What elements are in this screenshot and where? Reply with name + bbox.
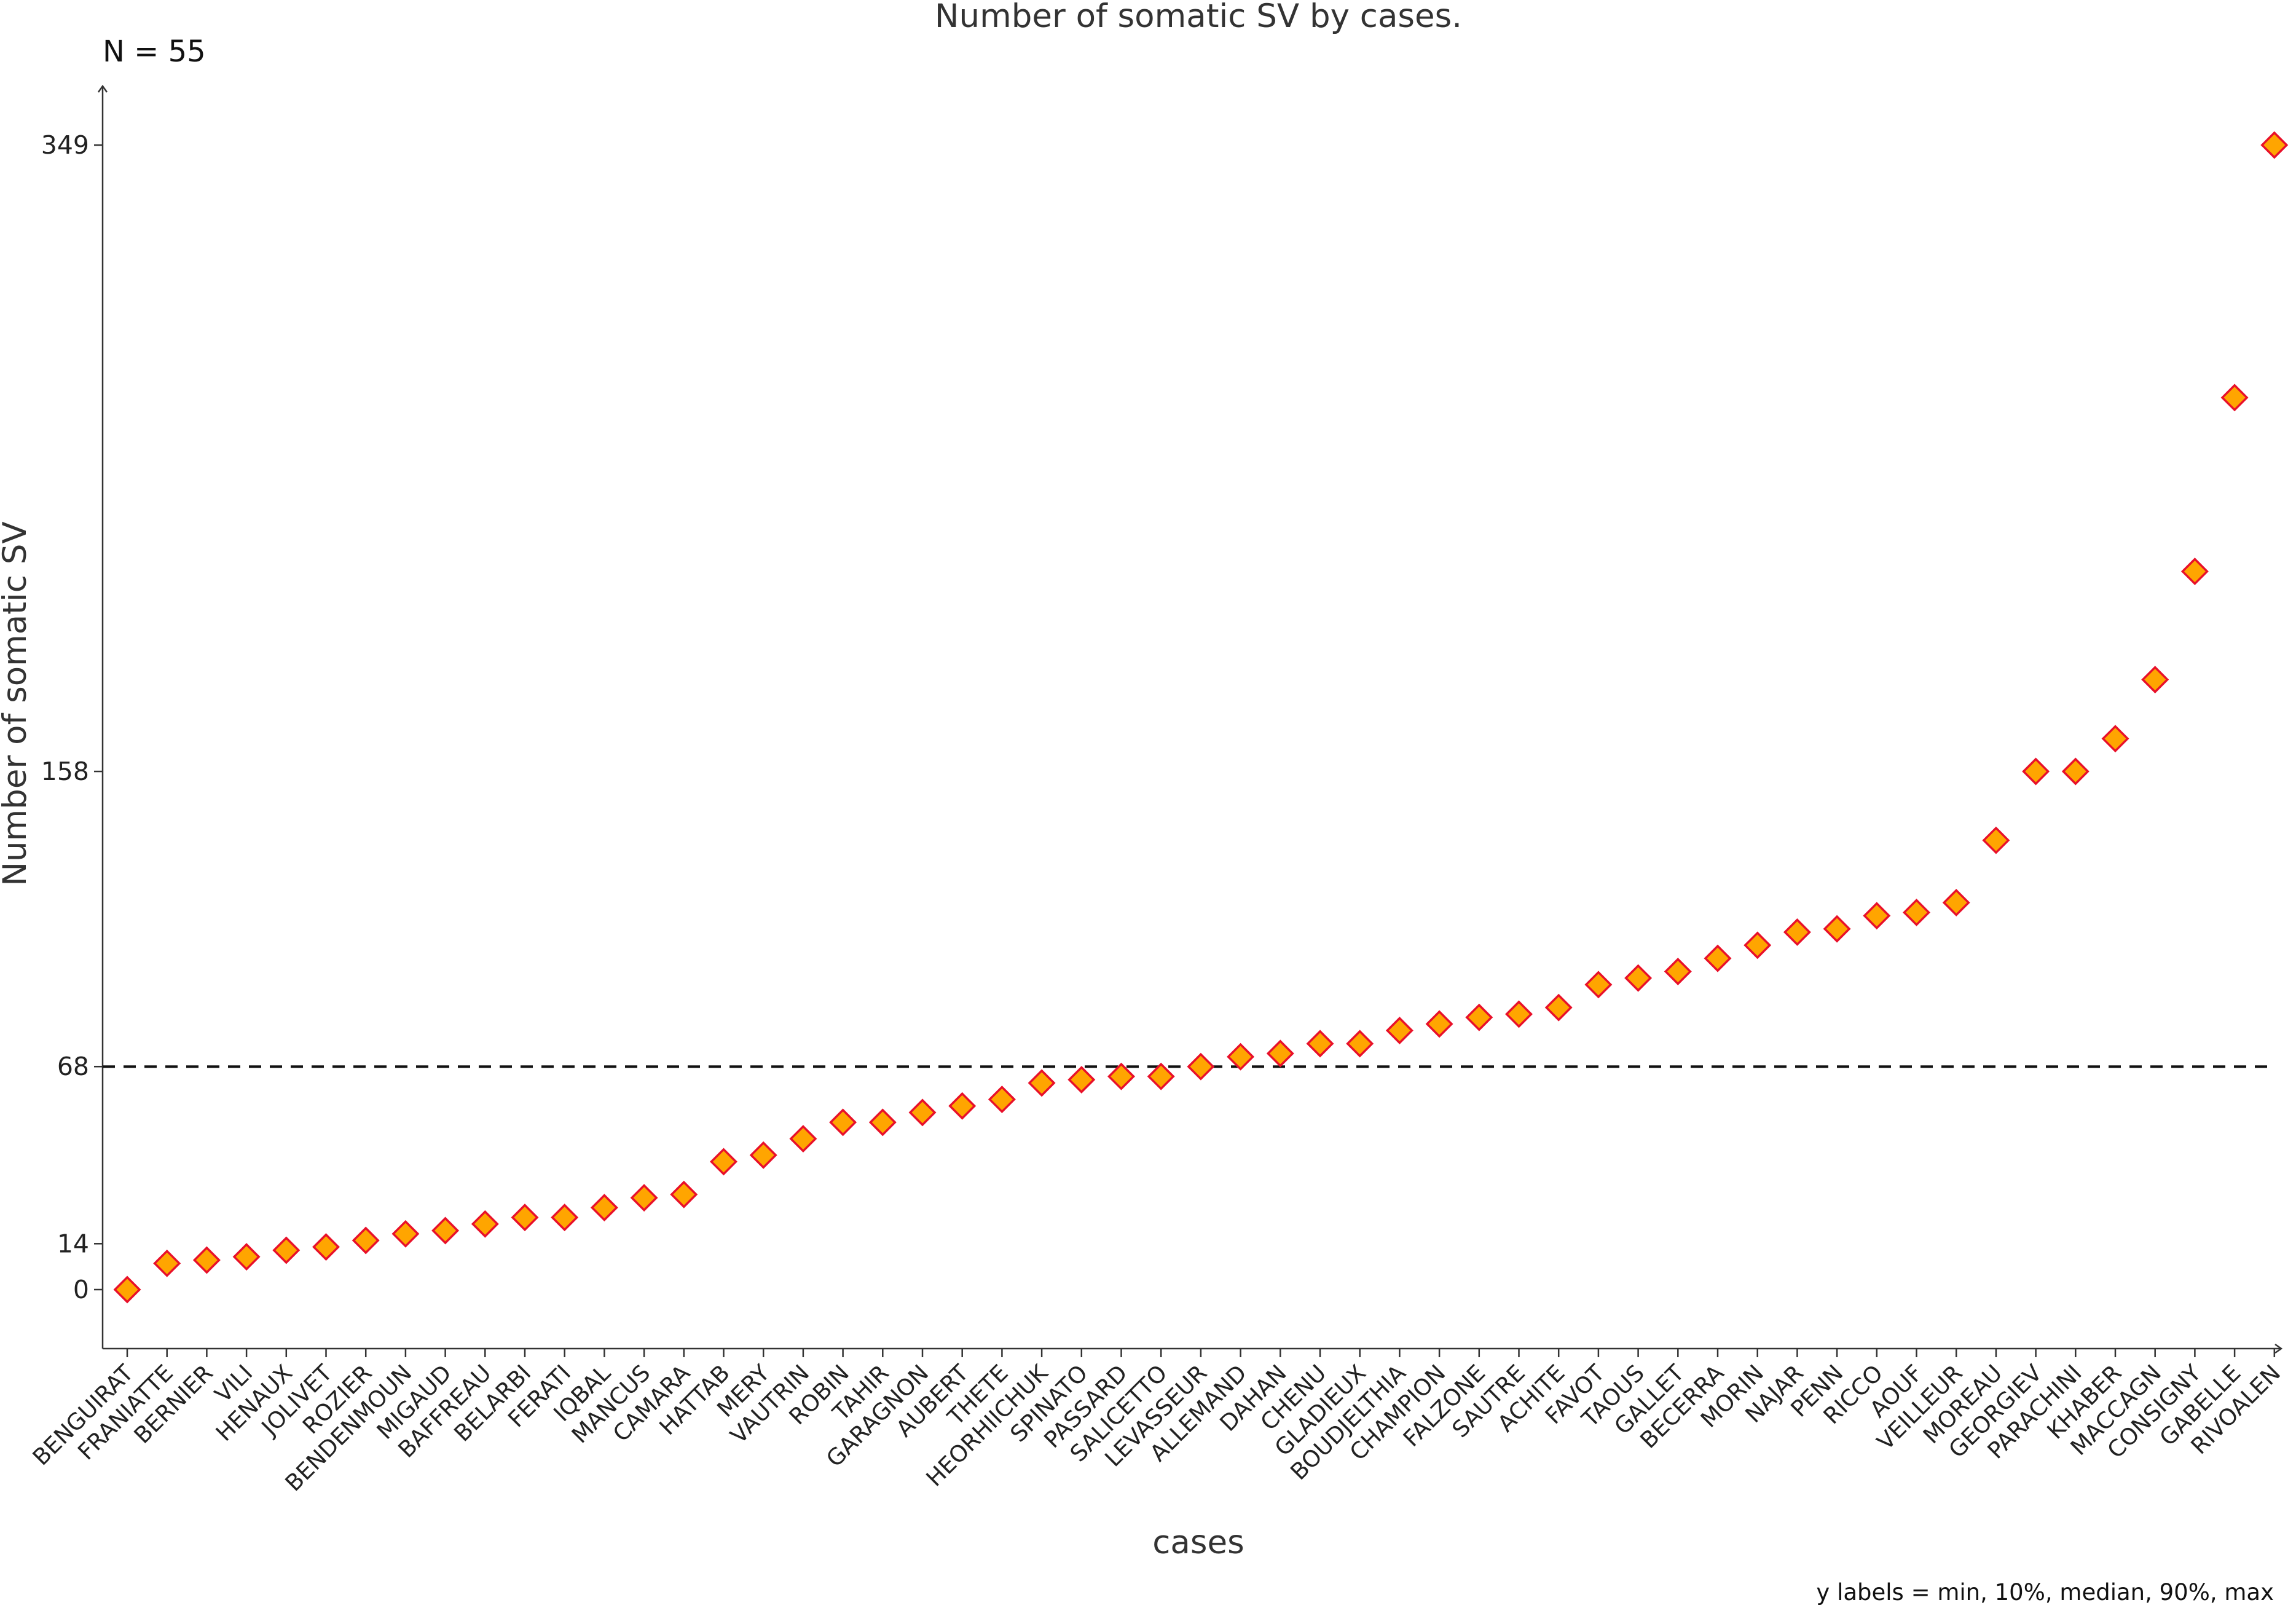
chart-title: Number of somatic SV by cases. — [935, 0, 1462, 35]
data-point — [113, 1275, 141, 1304]
data-point — [590, 1194, 618, 1222]
data-point — [2141, 666, 2169, 694]
data-point — [551, 1204, 579, 1232]
data-point — [1783, 918, 1811, 946]
data-point — [2180, 558, 2209, 586]
data-point — [789, 1125, 817, 1153]
y-axis-ticks: 0 14 68 158 349 — [41, 130, 103, 1304]
data-point — [1982, 826, 2010, 854]
data-point — [2061, 757, 2090, 786]
x-axis-ticks — [126, 1349, 2276, 1357]
data-point — [192, 1246, 221, 1274]
data-point — [1187, 1052, 1215, 1081]
y-axis-title: Number of somatic SV — [0, 521, 34, 886]
data-point — [153, 1249, 181, 1277]
x-axis-title: cases — [1152, 1524, 1244, 1561]
data-point — [1903, 898, 1930, 926]
data-point — [2220, 384, 2249, 412]
data-point — [272, 1236, 301, 1264]
data-point — [2101, 725, 2129, 753]
data-point — [1823, 915, 1851, 943]
data-point — [312, 1233, 340, 1261]
data-point — [1067, 1066, 1096, 1094]
data-point — [670, 1180, 698, 1208]
data-point — [1465, 1003, 1493, 1031]
y-tick-label: 68 — [57, 1052, 89, 1081]
data-point — [232, 1243, 261, 1271]
data-point — [1584, 971, 1613, 999]
y-tick-label: 0 — [73, 1275, 89, 1304]
data-point — [1266, 1039, 1294, 1068]
data-point — [1227, 1042, 1255, 1071]
data-point — [710, 1148, 737, 1176]
data-point — [1346, 1030, 1374, 1058]
data-point — [1664, 958, 1692, 985]
data-point — [1385, 1017, 1413, 1044]
data-point — [1704, 944, 1732, 972]
data-point — [1425, 1010, 1453, 1038]
data-point — [1544, 993, 1573, 1022]
data-point — [511, 1204, 539, 1232]
data-point — [829, 1108, 857, 1137]
data-point — [749, 1141, 777, 1169]
data-point — [431, 1216, 460, 1245]
data-point — [1942, 888, 1970, 916]
y-labels-footnote: y labels = min, 10%, median, 90%, max — [1816, 1579, 2274, 1606]
data-point — [908, 1098, 937, 1127]
data-point — [1744, 931, 1772, 960]
data-point — [2022, 757, 2050, 786]
data-point — [471, 1210, 499, 1238]
data-point — [1624, 964, 1653, 992]
data-point — [948, 1092, 977, 1120]
data-point — [391, 1220, 420, 1248]
data-point — [1028, 1069, 1056, 1097]
y-tick-label: 14 — [57, 1229, 89, 1258]
data-point — [1107, 1062, 1135, 1090]
sample-count-label: N = 55 — [103, 34, 206, 69]
data-point — [1863, 902, 1891, 930]
data-point — [868, 1108, 897, 1137]
x-axis-tick-labels: BENGUIRATFRANIATTEBERNIERVILIHENAUXJOLIV… — [28, 1359, 2286, 1497]
data-point — [988, 1086, 1016, 1114]
data-point — [1505, 1000, 1533, 1028]
data-point — [2260, 131, 2289, 159]
data-points — [113, 131, 2289, 1304]
data-point — [1147, 1062, 1175, 1090]
data-point — [630, 1184, 658, 1212]
data-point — [352, 1226, 380, 1255]
y-tick-label: 158 — [41, 757, 89, 786]
data-point — [1306, 1030, 1334, 1058]
y-tick-label: 349 — [41, 130, 89, 160]
